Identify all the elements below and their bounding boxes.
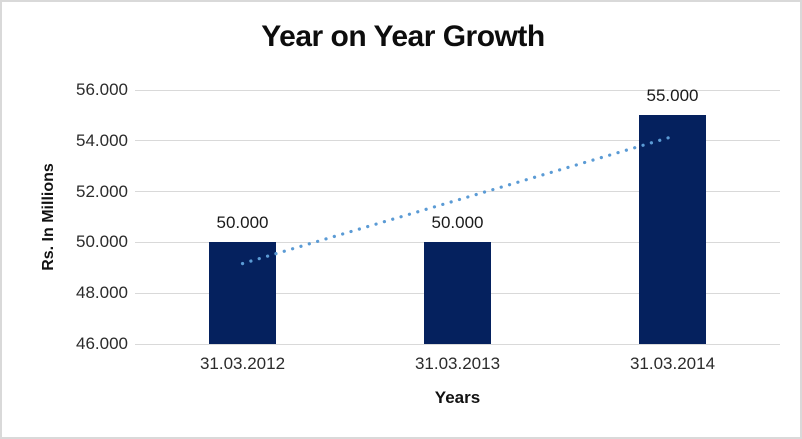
y-tick-label: 56.000 — [76, 80, 128, 99]
data-label: 50.000 — [216, 213, 269, 233]
data-label: 55.000 — [646, 86, 699, 106]
y-tick-label: 54.000 — [76, 130, 128, 150]
chart-title: Year on Year Growth — [261, 20, 545, 53]
data-label: 50.000 — [431, 213, 484, 233]
x-tick-label: 31.03.2012 — [199, 354, 286, 373]
bar-31.03.2012 — [209, 242, 276, 344]
y-tick-label: 50.000 — [76, 232, 128, 252]
x-tick-label: 31.03.2013 — [414, 354, 501, 373]
gridline — [135, 343, 780, 345]
gridline — [135, 89, 780, 91]
y-tick-label: 52.000 — [76, 181, 128, 201]
x-tick-label: 31.03.2014 — [629, 354, 716, 373]
bar-31.03.2014 — [639, 115, 706, 344]
plot-area: 50.000 50.000 55.000 — [135, 86, 780, 345]
x-axis-title: Years — [434, 388, 481, 407]
y-tick-label: 48.000 — [76, 283, 128, 303]
y-axis-title-text: Rs. In Millions — [40, 163, 57, 271]
y-tick-label: 46.000 — [76, 334, 128, 353]
bar-31.03.2013 — [424, 242, 491, 344]
